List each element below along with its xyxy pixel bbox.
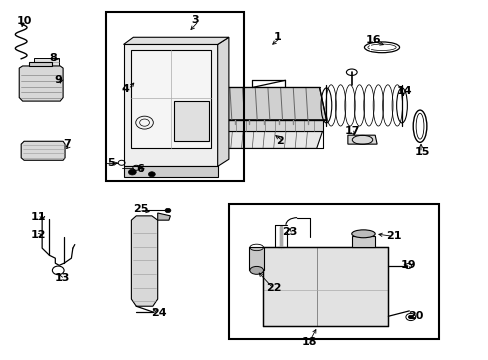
Polygon shape	[123, 166, 217, 177]
Bar	[105, 12, 243, 181]
Bar	[34, 58, 59, 66]
Text: 22: 22	[266, 283, 282, 293]
Text: 25: 25	[133, 204, 148, 215]
Polygon shape	[249, 247, 264, 270]
Polygon shape	[158, 213, 170, 220]
Polygon shape	[214, 131, 322, 148]
Polygon shape	[19, 66, 63, 101]
Circle shape	[164, 208, 170, 213]
Text: 1: 1	[273, 32, 281, 41]
Text: 6: 6	[136, 164, 144, 174]
Polygon shape	[211, 87, 326, 120]
Polygon shape	[263, 247, 387, 326]
Polygon shape	[21, 141, 65, 160]
Text: 13: 13	[54, 273, 70, 283]
Text: 3: 3	[190, 15, 198, 26]
Text: 15: 15	[413, 147, 428, 157]
Polygon shape	[173, 101, 209, 141]
Text: 24: 24	[151, 309, 166, 318]
Polygon shape	[351, 235, 374, 247]
Polygon shape	[29, 62, 52, 66]
Bar	[228, 204, 438, 338]
Text: 4: 4	[122, 84, 129, 94]
Polygon shape	[131, 50, 211, 148]
Polygon shape	[123, 44, 217, 166]
Text: 2: 2	[276, 136, 284, 145]
Ellipse shape	[249, 266, 263, 274]
Circle shape	[128, 169, 136, 175]
Text: 19: 19	[400, 260, 415, 270]
Circle shape	[407, 315, 412, 319]
Text: 9: 9	[54, 75, 62, 85]
Text: 10: 10	[16, 17, 32, 27]
Text: 12: 12	[31, 230, 46, 239]
Text: 16: 16	[365, 35, 380, 45]
Text: 8: 8	[49, 53, 57, 63]
Text: 14: 14	[396, 86, 411, 96]
Polygon shape	[123, 37, 228, 44]
Polygon shape	[347, 135, 376, 144]
Polygon shape	[214, 120, 323, 131]
Text: 17: 17	[344, 126, 360, 135]
Polygon shape	[131, 216, 158, 306]
Circle shape	[148, 172, 155, 177]
Text: 20: 20	[407, 311, 422, 320]
Text: 21: 21	[385, 231, 401, 240]
Polygon shape	[217, 37, 228, 166]
Text: 23: 23	[282, 227, 297, 237]
Ellipse shape	[351, 230, 374, 238]
Text: 18: 18	[302, 337, 317, 347]
Text: 5: 5	[107, 158, 114, 168]
Text: 11: 11	[31, 212, 46, 221]
Text: 7: 7	[63, 139, 71, 149]
